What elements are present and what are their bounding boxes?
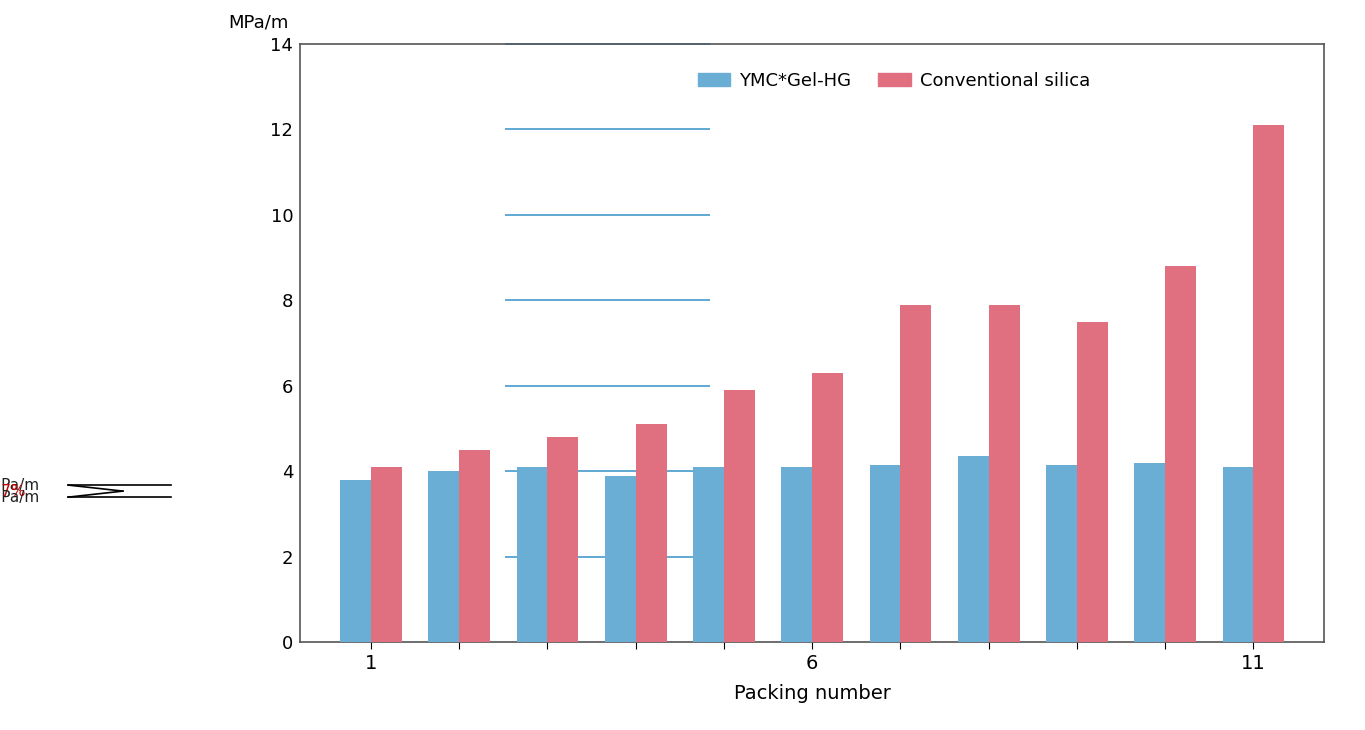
Bar bbox=[636, 424, 666, 642]
Bar bbox=[812, 373, 844, 642]
Bar bbox=[459, 450, 490, 642]
Bar bbox=[988, 304, 1020, 642]
Bar bbox=[340, 480, 371, 642]
Text: 3.8 MPa/m: 3.8 MPa/m bbox=[0, 490, 40, 504]
Bar bbox=[901, 304, 931, 642]
Bar bbox=[693, 467, 723, 642]
Text: MPa/m: MPa/m bbox=[228, 14, 289, 32]
Bar bbox=[605, 476, 636, 642]
Legend: YMC*Gel-HG, Conventional silica: YMC*Gel-HG, Conventional silica bbox=[691, 65, 1097, 97]
X-axis label: Packing number: Packing number bbox=[734, 684, 890, 703]
Bar bbox=[371, 467, 401, 642]
Bar bbox=[1077, 322, 1108, 642]
Bar bbox=[958, 456, 988, 642]
Bar bbox=[723, 390, 755, 642]
Bar bbox=[1223, 467, 1253, 642]
Bar bbox=[1046, 465, 1077, 642]
Bar bbox=[870, 465, 901, 642]
Bar bbox=[516, 467, 547, 642]
Bar bbox=[547, 437, 579, 642]
Text: 4.1 MPa/m: 4.1 MPa/m bbox=[0, 477, 40, 493]
Bar bbox=[429, 472, 459, 642]
Bar bbox=[781, 467, 812, 642]
Text: Δ 7%: Δ 7% bbox=[0, 483, 26, 499]
Bar bbox=[1253, 125, 1284, 642]
Bar bbox=[1166, 266, 1196, 642]
Bar bbox=[1134, 463, 1166, 642]
